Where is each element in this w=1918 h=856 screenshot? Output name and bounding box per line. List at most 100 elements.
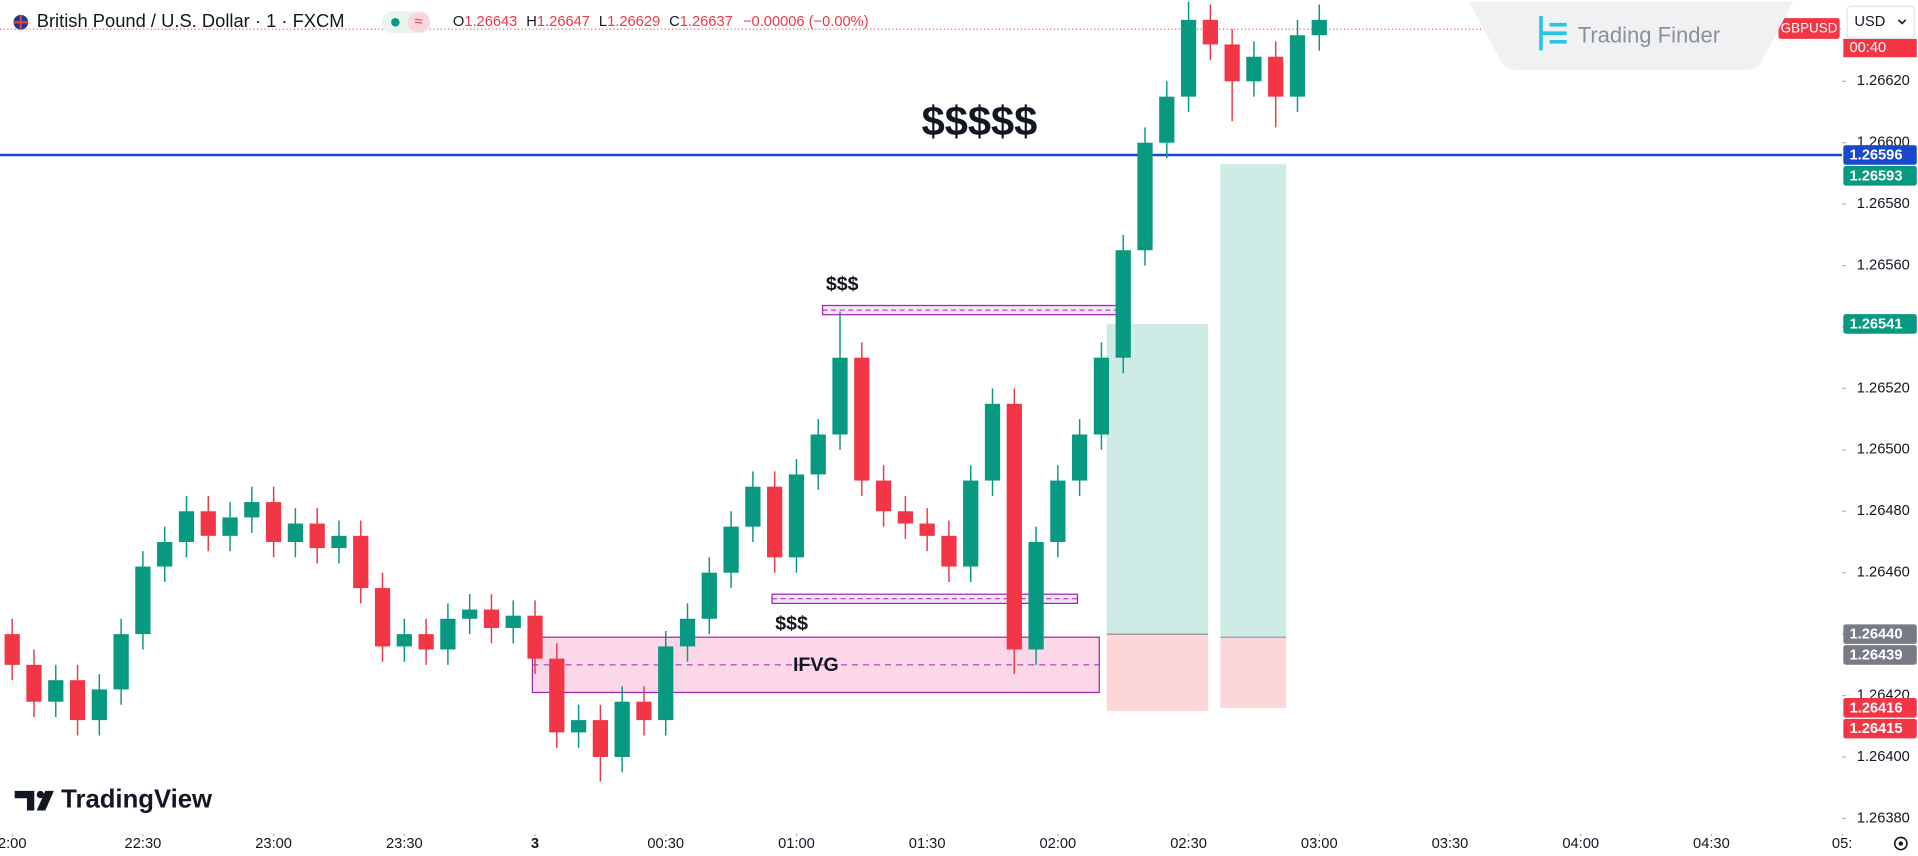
candle-body bbox=[658, 646, 674, 721]
logo-text: Trading Finder bbox=[1578, 23, 1720, 48]
countdown-label: 00:40 bbox=[1849, 40, 1886, 56]
ohlc-value: 1.26637 bbox=[680, 14, 733, 30]
x-tick-label: 23:30 bbox=[386, 836, 423, 852]
trading-finder-logo: Trading Finder bbox=[1468, 1, 1794, 70]
axis-layer: 1.263801.264001.264201.264401.264601.264… bbox=[0, 18, 1917, 852]
candle-body bbox=[1224, 44, 1240, 82]
candle-body bbox=[897, 511, 913, 524]
candle-body bbox=[1289, 35, 1306, 97]
candle-body bbox=[832, 357, 848, 435]
ohlc-value: 1.26629 bbox=[607, 14, 660, 30]
candle-body bbox=[26, 664, 42, 702]
flag-cross bbox=[13, 14, 29, 30]
candle-body bbox=[854, 357, 870, 481]
candle-body bbox=[1072, 434, 1088, 481]
y-tick-label: 1.26460 bbox=[1857, 565, 1910, 581]
candle-body bbox=[723, 526, 739, 573]
candle-body bbox=[1180, 19, 1197, 97]
position-profit bbox=[1220, 164, 1287, 638]
gear-center[interactable] bbox=[1898, 841, 1904, 846]
candle-body bbox=[244, 502, 260, 518]
x-tick-label: 22:30 bbox=[125, 836, 162, 852]
candle-body bbox=[614, 701, 630, 757]
candle-body bbox=[1050, 480, 1066, 542]
candle-body bbox=[505, 615, 521, 628]
y-tick-label: 1.26500 bbox=[1857, 442, 1910, 458]
position-loss bbox=[1220, 637, 1287, 708]
candle-body bbox=[1093, 357, 1110, 435]
tv-icon-dot bbox=[36, 790, 45, 799]
market-open-dot bbox=[391, 17, 400, 27]
fvg-box bbox=[531, 636, 1100, 694]
symbol-title: British Pound / U.S. Dollar · 1 · FXCM bbox=[37, 10, 345, 31]
candle-body bbox=[331, 535, 347, 549]
candle-body bbox=[767, 486, 783, 558]
ohlc-value: 1.26647 bbox=[537, 14, 590, 30]
candle-body bbox=[113, 634, 129, 690]
position-loss bbox=[1106, 634, 1209, 711]
y-tick-label: 1.26480 bbox=[1857, 503, 1910, 519]
liquidity-label: $$$ bbox=[826, 273, 859, 295]
x-tick-label: 04:30 bbox=[1693, 836, 1730, 852]
ohlc-value: 1.26643 bbox=[464, 14, 517, 30]
candle-body bbox=[919, 523, 935, 536]
candle-body bbox=[1028, 541, 1044, 650]
candle-body bbox=[91, 689, 107, 721]
logo-icon bbox=[1539, 16, 1567, 51]
x-tick-label: 00:30 bbox=[647, 836, 684, 852]
price-tag bbox=[1843, 166, 1917, 186]
currency-dropdown[interactable]: USD bbox=[1846, 5, 1915, 39]
price-tag-label: 1.26596 bbox=[1849, 147, 1902, 163]
settings-icon[interactable] bbox=[1893, 836, 1908, 851]
candle-body bbox=[941, 535, 957, 567]
candle-body bbox=[287, 523, 304, 542]
candle-body bbox=[1006, 403, 1022, 650]
candle-body bbox=[200, 511, 216, 536]
liquidity-label: $$$ bbox=[775, 612, 808, 634]
price-tag bbox=[1843, 145, 1917, 165]
candle-body bbox=[1115, 250, 1131, 358]
header: British Pound / U.S. Dollar · 1 · FXCM ≈… bbox=[13, 10, 869, 34]
plot-content: IFVG$$$$$$$$$$$ bbox=[0, 1, 1843, 782]
y-tick-label: 1.26560 bbox=[1857, 257, 1910, 273]
candle-body bbox=[636, 701, 652, 721]
symbol-tag bbox=[1778, 18, 1840, 39]
candle-body bbox=[265, 502, 282, 542]
price-tag-label: 1.26593 bbox=[1849, 168, 1902, 184]
x-tick-label: 05: bbox=[1832, 836, 1852, 852]
candle-body bbox=[570, 720, 587, 733]
price-tag-label: 1.26541 bbox=[1849, 316, 1902, 332]
candle-body bbox=[178, 511, 195, 542]
countdown-tag bbox=[1843, 38, 1917, 58]
fvg-label: IFVG bbox=[793, 654, 839, 676]
x-tick-label: 02:00 bbox=[1040, 836, 1077, 852]
candle-body bbox=[135, 566, 151, 635]
tradingview-logo: TradingView bbox=[14, 785, 213, 813]
ohlc-change: −0.00006 (−0.00%) bbox=[743, 14, 869, 30]
price-tag-label: 1.26416 bbox=[1849, 700, 1902, 716]
gear[interactable] bbox=[1893, 836, 1908, 851]
price-tag bbox=[1843, 698, 1917, 718]
candle-body bbox=[396, 634, 412, 647]
price-tag bbox=[1843, 645, 1917, 665]
dropdown-box[interactable] bbox=[1846, 5, 1915, 39]
y-tick-label: 1.26380 bbox=[1857, 810, 1910, 826]
candle-body bbox=[1202, 19, 1218, 45]
ohlc-key: O bbox=[453, 14, 464, 30]
currency-label[interactable]: USD bbox=[1854, 14, 1885, 30]
candle-body bbox=[374, 588, 391, 647]
candle-body bbox=[549, 658, 565, 733]
x-tick-label: 01:30 bbox=[909, 836, 946, 852]
x-tick-label: 01:00 bbox=[778, 836, 815, 852]
candle-body bbox=[1268, 56, 1284, 97]
candle-body bbox=[69, 680, 86, 721]
dropdown-chevron[interactable] bbox=[1897, 19, 1907, 25]
ohlc-key: H bbox=[526, 14, 537, 30]
candle-body bbox=[1137, 142, 1153, 251]
position-profit bbox=[1106, 323, 1209, 635]
candle-body bbox=[440, 618, 456, 650]
x-tick-label: 23:00 bbox=[255, 836, 292, 852]
ohlc-key: L bbox=[599, 14, 607, 30]
